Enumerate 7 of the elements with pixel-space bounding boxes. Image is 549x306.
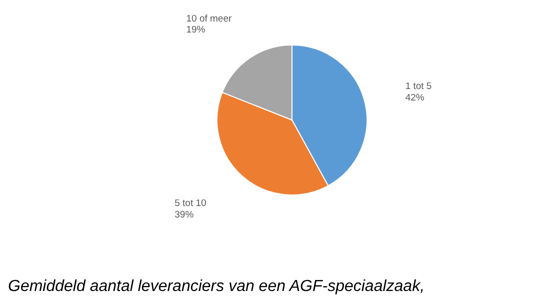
slice-label: 1 tot 5 (405, 81, 432, 92)
slice-label: 5 tot 10 (174, 198, 206, 209)
data-label: 42% (405, 92, 425, 104)
data-label: 19% (186, 24, 206, 36)
slice-label: 10 of meer (186, 13, 232, 24)
text: Gemiddeld aantal leveranciers van een AGF-speciaalzaak, (8, 278, 425, 295)
data-label: 39% (174, 209, 194, 220)
